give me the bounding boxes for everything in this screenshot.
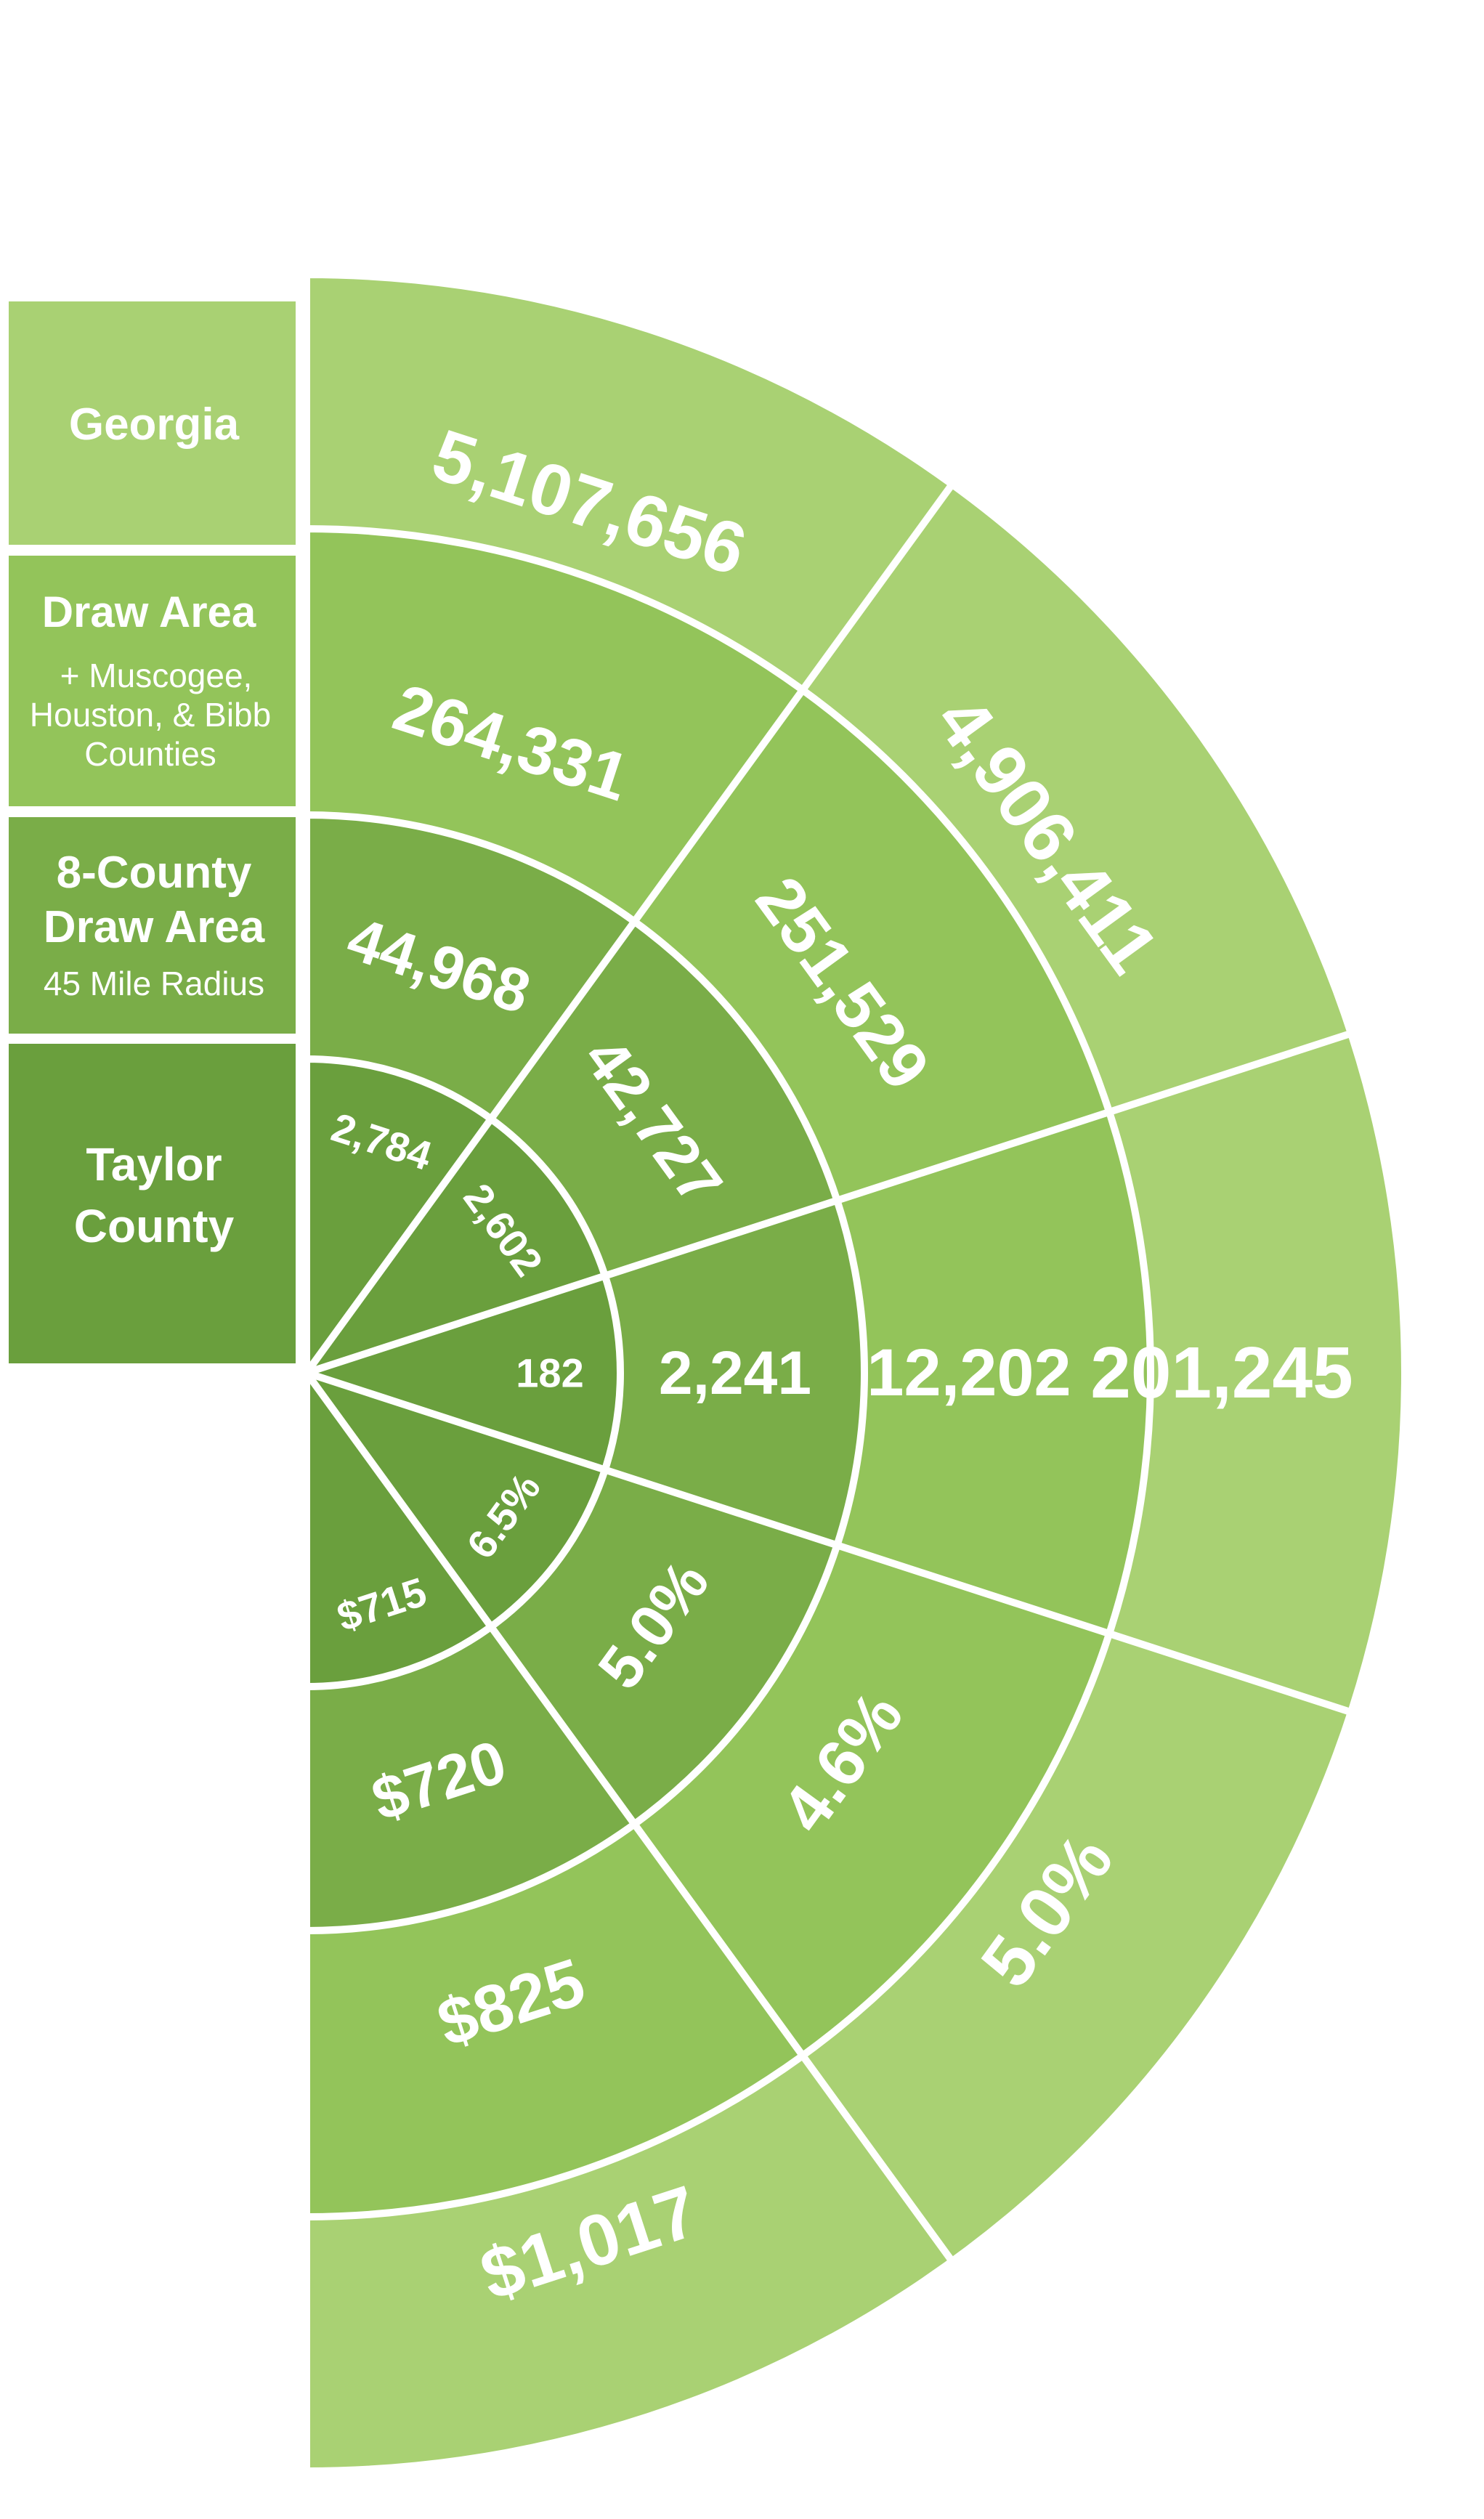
legend-taylor-title-2: County [74,1200,235,1252]
legend-draw-area-subtitle-3: Counties [84,735,216,773]
legend: Georgia Draw Area + Muscogee, Houston, &… [9,301,296,1363]
legend-box-taylor-county [9,1044,296,1363]
legend-box-georgia [9,301,296,545]
legend-draw-area-subtitle-2: Houston, & Bibb [30,696,271,734]
legend-georgia-title: Georgia [69,399,240,450]
divider-line-1 [303,482,955,1375]
value-georgia-middle: 201,245 [1090,1332,1353,1413]
legend-draw-area-title: Draw Area [42,588,256,636]
ring-bands [303,270,1408,2475]
divider-line-3 [305,1369,1353,1716]
legend-8-county-title-1: 8-County [57,848,252,898]
legend-box-8-county [9,817,296,1034]
divider-line-2 [305,1030,1353,1376]
value-taylor-county-middle: 182 [516,1350,583,1396]
divider-lines [303,275,1353,2471]
divider-line-4 [303,1371,955,2264]
legend-draw-area-subtitle-1: + Muscogee, [60,657,253,694]
legend-box-draw-area [9,556,296,806]
legend-taylor-title-1: Taylor [86,1138,222,1190]
legend-8-county-subtitle: 45 Mile Radius [44,965,264,1002]
value-draw-area-middle: 12,202 [867,1336,1071,1410]
ring-taylor-county [303,1055,624,1691]
value-8-county-middle: 2,241 [659,1339,811,1407]
legend-8-county-title-2: Draw Area [44,902,265,952]
